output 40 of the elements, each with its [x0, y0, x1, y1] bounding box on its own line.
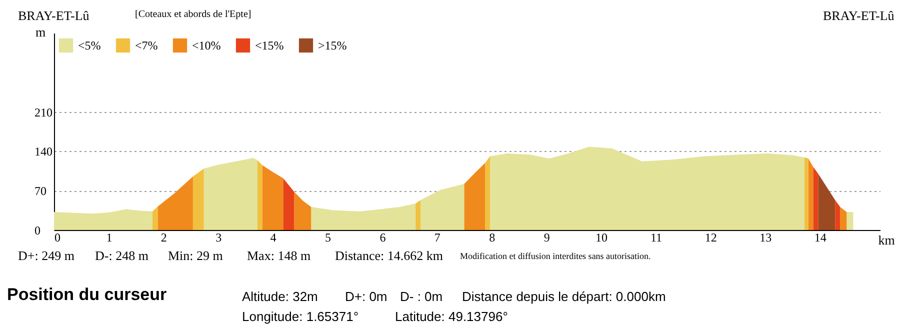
x-axis-title: km [878, 232, 895, 248]
x-tick-label: 14 [814, 230, 826, 244]
x-tick-label: 3 [216, 230, 222, 244]
x-tick-label: 12 [704, 230, 717, 244]
text: Position du curseur [7, 285, 167, 305]
x-tick-label: 6 [380, 230, 386, 244]
text: BRAY-ET-Lû [823, 8, 894, 24]
text: D+: 0m [345, 289, 388, 304]
x-tick-label: 8 [489, 230, 496, 244]
text: Latitude: 49.13796° [395, 309, 508, 324]
x-tick-label: 5 [325, 230, 332, 244]
text: Distance depuis le départ: 0.000km [462, 289, 666, 304]
legend-label: <15% [255, 38, 284, 52]
text: Distance: 14.662 km [335, 248, 443, 264]
x-tick-label: 10 [596, 230, 608, 244]
legend-label: <5% [78, 38, 101, 52]
x-tick-label: 13 [760, 230, 772, 244]
chart-title: [Coteaux et abords de l'Epte] [135, 9, 252, 20]
legend-label: <7% [135, 38, 158, 52]
x-tick-label: 4 [270, 230, 276, 244]
x-tick-label: 11 [650, 230, 662, 244]
text: Max: 148 m [247, 248, 311, 264]
x-tick-label: 2 [160, 230, 167, 244]
legend-label: >15% [318, 38, 347, 52]
text: Altitude: 32m [242, 289, 318, 304]
text: Longitude: 1.65371° [242, 309, 359, 324]
legend-label: <10% [192, 38, 221, 52]
y-tick-label: 140 [34, 144, 52, 159]
text: Modification et diffusion interdites sans autorisation. [460, 251, 651, 261]
x-tick-label: 7 [434, 230, 440, 244]
text: D+: 249 m [18, 248, 74, 264]
x-tick-label: 1 [106, 230, 112, 244]
text: D- : 0m [400, 289, 443, 304]
text: Min: 29 m [168, 248, 223, 264]
text: BRAY-ET-Lû [18, 8, 90, 24]
text: D-: 248 m [95, 248, 148, 264]
x-tick-label: 9 [544, 230, 550, 244]
y-tick-label: 210 [34, 105, 52, 120]
y-tick-label: 70 [34, 184, 46, 198]
y-axis-title: m [35, 24, 46, 40]
